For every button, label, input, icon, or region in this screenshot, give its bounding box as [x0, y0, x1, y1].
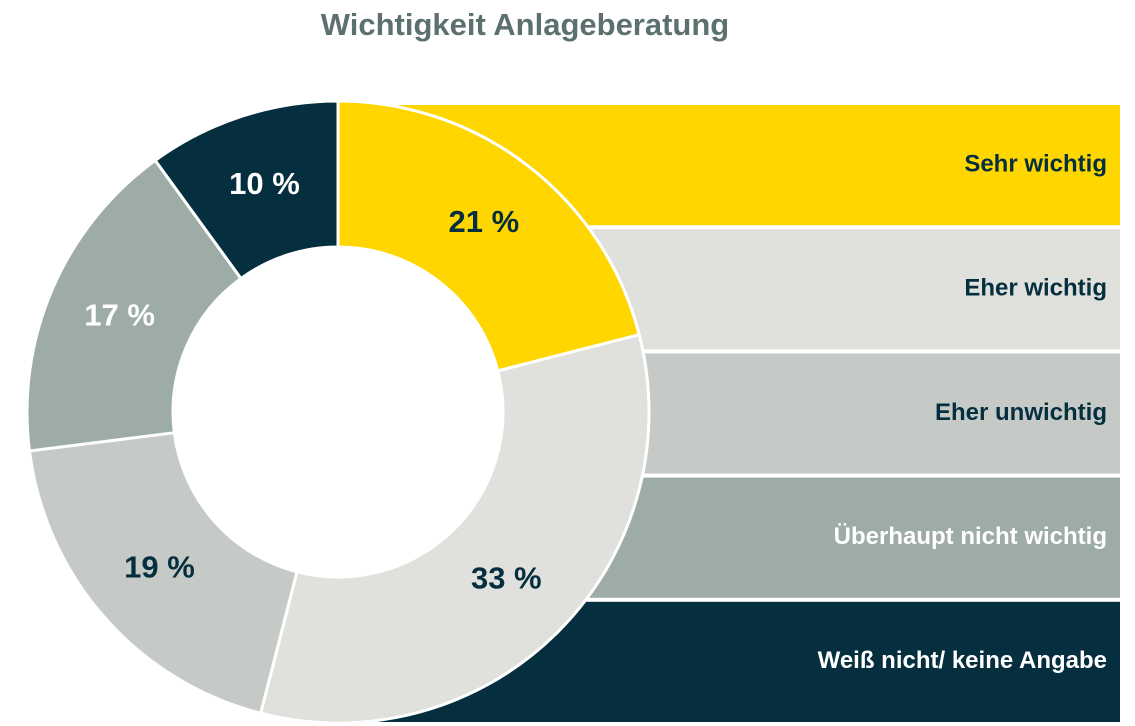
chart-title: Wichtigkeit Anlageberatung [321, 7, 730, 42]
legend-label: Weiß nicht/ keine Angabe [818, 647, 1107, 674]
legend-label: Eher unwichtig [935, 399, 1107, 426]
donut-slice [25, 158, 244, 453]
data-label: 10 % [229, 166, 300, 201]
data-label: 19 % [124, 550, 195, 585]
data-label: 33 % [471, 560, 542, 595]
legend-label: Eher wichtig [964, 275, 1107, 302]
data-label: 17 % [84, 298, 155, 333]
legend-label: Überhaupt nicht wichtig [834, 523, 1107, 550]
donut-slice [336, 99, 642, 373]
donut-hole [174, 248, 502, 576]
legend-label: Sehr wichtig [964, 150, 1107, 177]
donut-slice [153, 99, 340, 281]
donut-slice [258, 332, 651, 725]
data-label: 21 % [449, 204, 520, 239]
donut-slice [27, 431, 299, 716]
